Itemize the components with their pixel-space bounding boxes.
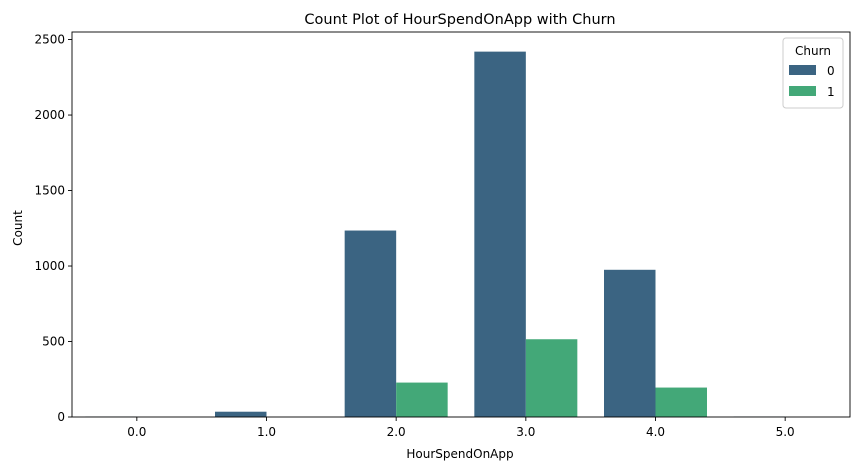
bar-churn-1-2.0 [396,382,448,417]
y-axis-label: Count [11,210,25,246]
legend: Churn 0 1 [782,37,844,109]
legend-title: Churn [795,44,831,58]
legend-swatch-churn-1 [789,86,816,96]
axes-frame [71,31,851,418]
bar-churn-0-2.0 [344,230,397,417]
x-tick-label: 2.0 [387,425,406,439]
bar-churn-0-1.0 [215,411,267,417]
y-tick-label: 500 [42,335,65,349]
x-axis-label: HourSpendOnApp [406,447,513,461]
bar-churn-0-3.0 [474,51,526,418]
legend-label-churn-1: 1 [827,85,835,99]
x-tick-label: 3.0 [516,425,535,439]
chart-title: Count Plot of HourSpendOnApp with Churn [304,12,615,28]
bar-churn-0-4.0 [604,269,656,417]
x-tick-label: 5.0 [776,425,795,439]
y-tick-label: 1500 [34,184,65,198]
legend-swatch-churn-0 [789,65,816,75]
x-tick-label: 1.0 [257,425,276,439]
x-tick-label: 4.0 [646,425,665,439]
y-tick-label: 0 [57,410,65,424]
y-tick-label: 2000 [34,108,65,122]
bar-churn-1-4.0 [655,387,707,417]
axes-group: 0.0 1.0 2.0 3.0 4.0 5.0 0 500 1000 1500 2000 2500 [34,31,851,439]
y-tick-label: 2500 [34,33,65,47]
x-tick-label: 0.0 [127,425,146,439]
bars-group [85,51,786,418]
legend-label-churn-0: 0 [827,64,835,78]
y-tick-label: 1000 [34,259,65,273]
bar-churn-1-3.0 [525,339,578,417]
